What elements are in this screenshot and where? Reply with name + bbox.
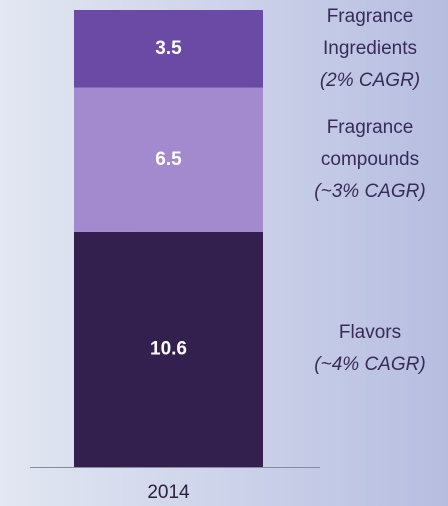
legend-note: (2% CAGR) [319,69,421,91]
bar-segment [74,231,263,467]
legend-entry: Flavors (~4% CAGR) [290,317,448,381]
legend-entry: Fragrance Ingredients (2% CAGR) [290,1,448,97]
legend-name: Fragrance compounds [320,116,420,170]
legend-name: Flavors [338,322,402,344]
legend-name: Fragrance Ingredients [322,5,417,59]
bar-segment [74,87,263,232]
legend-entry: Fragrance compounds (~3% CAGR) [290,112,448,208]
bar-segment [74,10,263,88]
legend-note: (~4% CAGR) [314,354,426,376]
data-label: 3.5 [155,38,182,59]
x-tick-label: 2014 [147,482,190,503]
data-label: 10.6 [150,338,187,359]
data-label: 6.5 [155,149,182,170]
legend-note: (~3% CAGR) [314,180,426,202]
